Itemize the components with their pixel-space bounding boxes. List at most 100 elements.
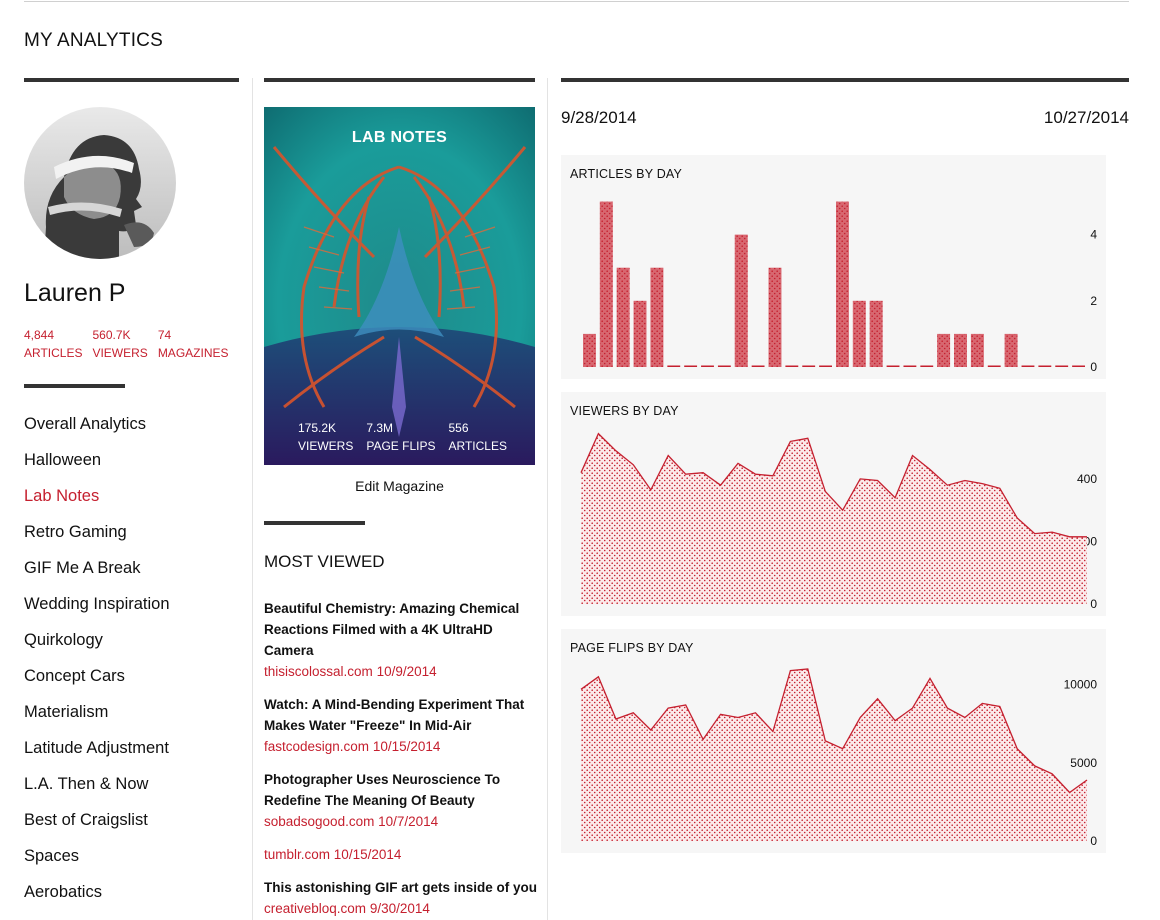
article-source-link[interactable]: thisiscolossal.com 10/9/2014	[264, 661, 539, 682]
stat-magazines: 74 MAGAZINES	[158, 326, 229, 362]
charts-column: 9/28/2014 10/27/2014 ARTICLES BY DAY 0 2 4…	[561, 78, 1129, 853]
profile-column: Lauren P 4,844 ARTICLES 560.7K VIEWERS 7…	[24, 78, 239, 901]
section-divider	[24, 78, 239, 82]
area-fill	[581, 669, 1087, 841]
stat-value: 4,844	[24, 328, 55, 342]
y-tick-label: 5000	[1070, 756, 1097, 770]
article-source-link[interactable]: creativebloq.com 9/30/2014	[264, 898, 539, 919]
stat-label: PAGE FLIPS	[366, 439, 436, 453]
stat-value: 560.7K	[92, 328, 131, 342]
area-fill	[581, 433, 1087, 604]
bar-texture	[599, 201, 613, 367]
bar-texture	[650, 267, 664, 367]
edit-magazine-link[interactable]: Edit Magazine	[355, 478, 444, 494]
magazine-item-best-of-craigslist[interactable]: Best of Craigslist	[24, 811, 148, 829]
bar	[684, 365, 698, 367]
magazine-column: LAB NOTES 175.2K VIEWERS 7.3M PAGE FLIPS…	[264, 78, 537, 916]
magazine-item-overall-analytics[interactable]: Overall Analytics	[24, 415, 146, 433]
article-source-link[interactable]: tumblr.com 10/15/2014	[264, 844, 539, 865]
article-headline[interactable]: This astonishing GIF art gets inside of …	[264, 880, 538, 895]
article-item: tumblr.com 10/15/2014	[264, 844, 539, 865]
article-item: Watch: A Mind-Bending Experiment That Ma…	[264, 694, 539, 757]
bar-texture	[869, 300, 883, 367]
chart-title: ARTICLES BY DAY	[570, 167, 683, 181]
article-source: tumblr.com	[264, 847, 331, 862]
date-range-start[interactable]: 9/28/2014	[561, 108, 637, 127]
article-date: 9/30/2014	[369, 901, 430, 916]
bar	[802, 365, 816, 367]
chart-canvas: 0 2 4	[583, 201, 1097, 374]
y-tick-label: 4	[1090, 228, 1097, 242]
magazine-item-quirkology[interactable]: Quirkology	[24, 631, 103, 649]
stat-value: 175.2K	[298, 421, 337, 435]
stat-viewers: 560.7K VIEWERS	[92, 326, 147, 362]
cover-stat-articles: 556 ARTICLES	[448, 419, 506, 455]
viewers-by-day-chart: VIEWERS BY DAY 0200400	[561, 392, 1106, 616]
y-tick-label: 2	[1090, 294, 1097, 308]
bar	[667, 365, 681, 367]
stat-label: MAGAZINES	[157, 346, 229, 360]
avatar-image	[24, 107, 176, 259]
bar	[717, 365, 731, 367]
article-date: 10/9/2014	[376, 664, 437, 679]
date-range-end[interactable]: 10/27/2014	[1043, 108, 1129, 127]
magazine-item-lab-notes[interactable]: Lab Notes	[24, 487, 100, 505]
section-divider	[24, 384, 125, 388]
cover-stats: 175.2K VIEWERS 7.3M PAGE FLIPS 556 ARTIC…	[298, 419, 520, 455]
magazine-item-halloween[interactable]: Halloween	[24, 451, 102, 469]
article-source-link[interactable]: sobadsogood.com 10/7/2014	[264, 811, 539, 832]
article-headline[interactable]: Watch: A Mind-Bending Experiment That Ma…	[264, 697, 525, 733]
magazine-item-aerobatics[interactable]: Aerobatics	[24, 883, 102, 901]
y-tick-label: 0	[1090, 597, 1097, 611]
magazine-cover[interactable]: LAB NOTES 175.2K VIEWERS 7.3M PAGE FLIPS…	[264, 107, 535, 465]
bar-texture	[633, 300, 647, 367]
bar	[785, 365, 799, 367]
article-item: Beautiful Chemistry: Amazing Chemical Re…	[264, 598, 539, 682]
bar	[1021, 365, 1035, 367]
article-source: creativebloq.com	[264, 901, 367, 916]
bar	[886, 365, 900, 367]
magazine-item-spaces[interactable]: Spaces	[24, 847, 80, 865]
articles-by-day-chart: ARTICLES BY DAY 0 2 4	[561, 155, 1106, 379]
article-source: thisiscolossal.com	[264, 664, 373, 679]
y-tick-label: 10000	[1064, 678, 1098, 692]
cover-stat-page-flips: 7.3M PAGE FLIPS	[366, 419, 435, 455]
chart-title: VIEWERS BY DAY	[570, 404, 679, 418]
y-tick-label: 0	[1090, 360, 1097, 374]
stat-value: 7.3M	[366, 421, 394, 435]
bar-texture	[970, 333, 984, 367]
magazine-item-gif-me-a-break[interactable]: GIF Me A Break	[24, 559, 141, 577]
column-separator	[547, 78, 548, 920]
bar	[701, 365, 714, 367]
article-source: sobadsogood.com	[264, 814, 375, 829]
magazine-item-latitude-adjustment[interactable]: Latitude Adjustment	[24, 739, 169, 757]
page-flips-by-day-chart: PAGE FLIPS BY DAY 0 5000 10000	[561, 629, 1106, 853]
article-headline[interactable]: Beautiful Chemistry: Amazing Chemical Re…	[264, 601, 520, 658]
magazine-item-la-then-and-now[interactable]: L.A. Then & Now	[24, 775, 149, 793]
bar-texture	[1004, 333, 1018, 367]
article-item: Photographer Uses Neuroscience To Redefi…	[264, 769, 539, 832]
bar	[1038, 365, 1052, 367]
bar	[920, 365, 934, 367]
profile-name: Lauren P	[24, 279, 126, 307]
magazine-item-retro-gaming[interactable]: Retro Gaming	[24, 523, 127, 541]
magazine-item-wedding-inspiration[interactable]: Wedding Inspiration	[24, 595, 170, 613]
y-tick-label: 400	[1077, 472, 1097, 486]
bar-texture	[734, 234, 748, 367]
profile-stats: 4,844 ARTICLES 560.7K VIEWERS 74 MAGAZIN…	[24, 326, 239, 362]
cover-image	[264, 107, 535, 465]
bar	[903, 365, 917, 367]
bar	[1055, 365, 1069, 367]
article-source: fastcodesign.com	[264, 739, 370, 754]
cover-title: LAB NOTES	[351, 129, 448, 146]
article-source-link[interactable]: fastcodesign.com 10/15/2014	[264, 736, 539, 757]
page-title: MY ANALYTICS	[24, 30, 163, 51]
stat-articles: 4,844 ARTICLES	[24, 326, 82, 362]
chart-title: PAGE FLIPS BY DAY	[570, 641, 694, 655]
article-date: 10/15/2014	[372, 739, 441, 754]
magazine-item-concept-cars[interactable]: Concept Cars	[24, 667, 125, 685]
article-date: 10/7/2014	[378, 814, 439, 829]
magazine-item-materialism[interactable]: Materialism	[24, 703, 109, 721]
section-divider	[264, 78, 535, 82]
article-headline[interactable]: Photographer Uses Neuroscience To Redefi…	[264, 772, 501, 808]
